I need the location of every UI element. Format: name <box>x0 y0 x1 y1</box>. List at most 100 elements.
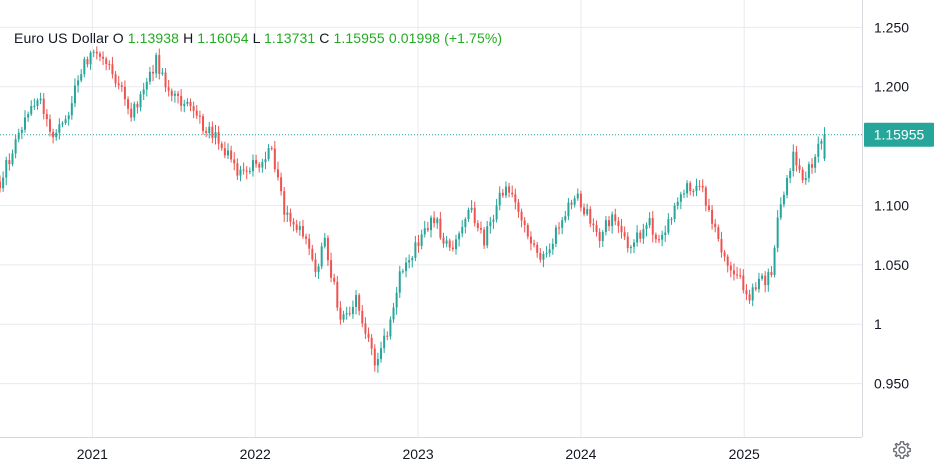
candle-body <box>186 101 189 104</box>
candle-body <box>223 148 226 156</box>
candle-body <box>498 192 501 206</box>
candle-body <box>305 236 308 239</box>
candle-body <box>226 150 229 156</box>
candle-body <box>792 151 795 172</box>
y-tick-label: 0.950 <box>874 376 909 392</box>
candle-body <box>105 58 108 65</box>
open-label: O <box>112 30 124 46</box>
candle-body <box>220 143 223 149</box>
candle-body <box>779 204 782 218</box>
candle-body <box>626 236 629 249</box>
candle-body <box>333 277 336 282</box>
candle-body <box>73 85 76 104</box>
candle-body <box>676 201 679 206</box>
candle-body <box>20 129 23 133</box>
candle-body <box>158 55 161 74</box>
candle-body <box>192 106 195 111</box>
candle-body <box>682 193 685 195</box>
gear-icon[interactable] <box>892 440 912 460</box>
candle-body <box>27 114 30 118</box>
candle-body <box>358 295 361 311</box>
candle-body <box>242 169 245 171</box>
change-value: 0.01998 <box>388 30 441 46</box>
candle-body <box>361 310 364 324</box>
candle-body <box>270 148 273 150</box>
candle-body <box>202 116 205 132</box>
change-percent: (+1.75%) <box>444 30 503 46</box>
candle-body <box>92 51 95 53</box>
candle-body <box>230 150 233 160</box>
series-legend: Euro US Dollar O 1.13938 H 1.16054 L 1.1… <box>14 30 502 46</box>
candle-body <box>608 220 611 227</box>
candle-body <box>320 246 323 267</box>
candle-body <box>205 131 208 134</box>
candle-body <box>717 227 720 240</box>
candle-body <box>583 207 586 215</box>
candle-body <box>801 169 804 181</box>
candle-body <box>795 151 798 166</box>
candle-body <box>508 186 511 193</box>
candle-body <box>520 211 523 221</box>
candle-body <box>373 348 376 366</box>
close-value: 1.15955 <box>333 30 385 46</box>
candle-body <box>798 165 801 170</box>
candle-body <box>689 183 692 192</box>
candle-body <box>517 202 520 212</box>
candle-body <box>464 219 467 228</box>
candle-body <box>95 51 98 54</box>
candle-body <box>136 103 139 108</box>
candle-body <box>761 275 764 279</box>
candle-body <box>286 212 289 215</box>
candle-body <box>445 240 448 244</box>
candle-body <box>811 164 814 168</box>
candle-body <box>345 313 348 315</box>
candle-body <box>180 95 183 106</box>
candle-body <box>820 141 823 144</box>
candle-body <box>164 72 167 88</box>
candle-body <box>11 153 14 165</box>
candle-body <box>657 239 660 241</box>
candle-body <box>558 227 561 229</box>
candle-body <box>351 306 354 314</box>
candle-body <box>355 295 358 307</box>
candle-body <box>786 178 789 195</box>
candle-body <box>483 229 486 246</box>
candle-body <box>5 160 8 178</box>
candle-body <box>670 219 673 221</box>
candle-body <box>561 220 564 228</box>
candle-body <box>736 274 739 276</box>
candle-body <box>83 59 86 75</box>
candle-body <box>233 159 236 164</box>
candle-body <box>30 105 33 115</box>
candle-body <box>423 228 426 235</box>
candle-body <box>542 253 545 260</box>
candle-body <box>408 260 411 263</box>
x-tick-label: 2025 <box>729 446 760 462</box>
candle-body <box>61 122 64 125</box>
candle-body <box>576 193 579 199</box>
candle-body <box>258 164 261 168</box>
candle-body <box>511 192 514 195</box>
candle-body <box>639 232 642 239</box>
candle-body <box>301 226 304 237</box>
candle-body <box>430 217 432 231</box>
series-name: Euro US Dollar <box>14 30 109 46</box>
candle-body <box>648 218 651 226</box>
candle-body <box>623 232 626 237</box>
candle-body <box>536 244 539 253</box>
candle-body <box>323 237 326 247</box>
candle-body <box>673 205 676 220</box>
candle-body <box>58 124 61 133</box>
candle-body <box>383 335 386 349</box>
candle-body <box>589 209 592 224</box>
candle-body <box>782 194 785 205</box>
candle-body <box>139 94 142 108</box>
candle-body <box>395 292 398 308</box>
candle-body <box>667 219 670 233</box>
candle-body <box>0 181 1 189</box>
candle-body <box>148 71 151 82</box>
candle-body <box>723 252 726 257</box>
